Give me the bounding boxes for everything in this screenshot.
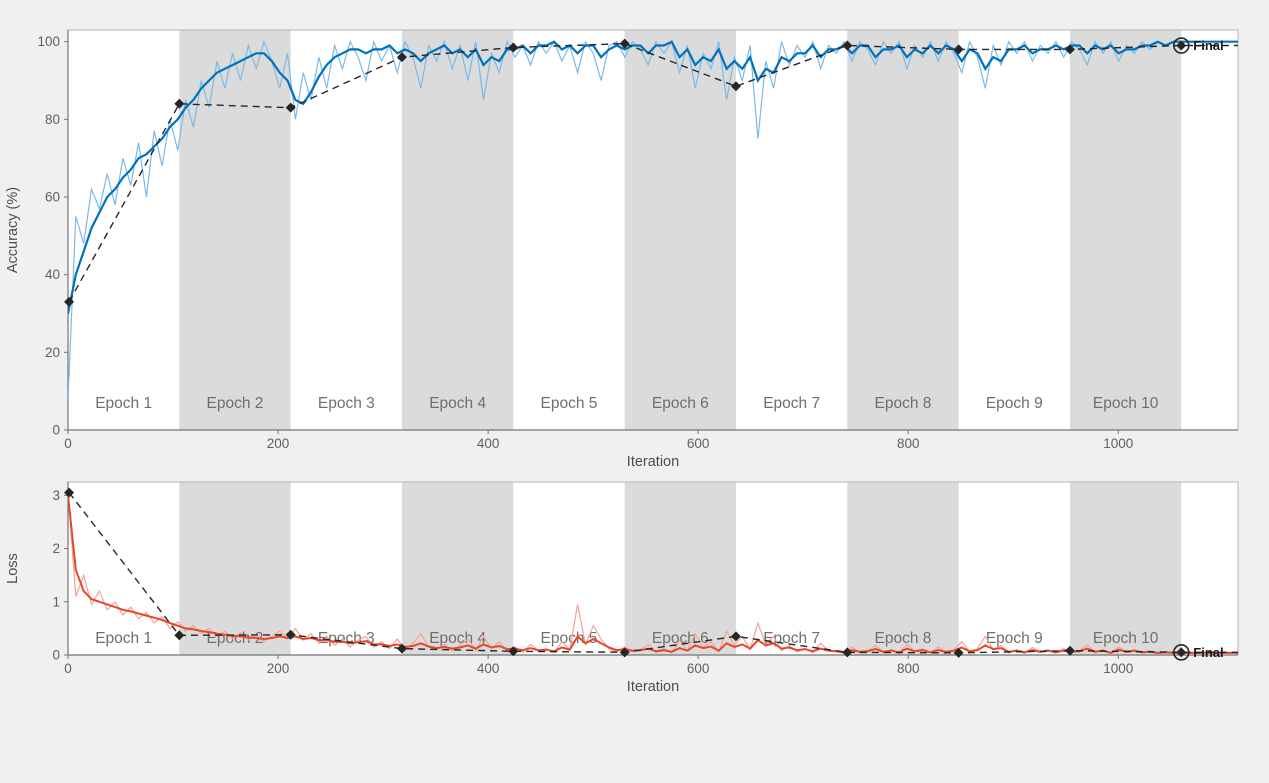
epoch-label: Epoch 5 (541, 630, 598, 647)
epoch-label: Epoch 6 (652, 395, 709, 412)
training-loss-smoothed-line (68, 495, 1238, 654)
epoch-band (624, 482, 736, 655)
x-tick-label: 0 (64, 436, 72, 451)
y-tick-label: 100 (37, 34, 60, 49)
validation-marker (953, 44, 964, 55)
validation-marker (842, 647, 853, 658)
validation-marker (953, 647, 964, 658)
validation-marker (64, 487, 75, 498)
epoch-label: Epoch 7 (763, 395, 820, 412)
y-tick-label: 3 (52, 488, 60, 503)
training-accuracy-smoothed-line (68, 40, 1238, 314)
validation-marker (508, 42, 519, 53)
validation-marker (1176, 647, 1187, 658)
x-tick-label: 600 (687, 436, 710, 451)
epoch-band (179, 482, 291, 655)
x-axis-label: Iteration (627, 679, 679, 695)
y-tick-label: 60 (45, 189, 60, 204)
validation-marker (285, 629, 296, 640)
validation-marker (842, 40, 853, 51)
validation-marker (64, 296, 75, 307)
y-tick-label: 1 (52, 594, 60, 609)
x-tick-label: 200 (267, 661, 290, 676)
validation-marker (1064, 645, 1075, 656)
epoch-band (1069, 482, 1182, 655)
epoch-label: Epoch 3 (318, 630, 375, 647)
validation-marker (174, 98, 185, 109)
final-label: Final (1193, 645, 1223, 660)
y-tick-label: 0 (52, 648, 60, 663)
validation-marker (619, 647, 630, 658)
y-tick-label: 80 (45, 112, 60, 127)
x-tick-label: 600 (687, 661, 710, 676)
validation-loss-line (68, 492, 1238, 654)
validation-marker (285, 102, 296, 113)
y-tick-label: 2 (52, 541, 60, 556)
x-tick-label: 1000 (1103, 436, 1133, 451)
validation-marker (619, 38, 630, 49)
epoch-band (847, 482, 959, 655)
validation-marker (730, 631, 741, 642)
epoch-label: Epoch 8 (875, 630, 932, 647)
epoch-label: Epoch 10 (1093, 630, 1159, 647)
epoch-label: Epoch 8 (875, 395, 932, 412)
epoch-band (401, 30, 514, 430)
epoch-band (624, 30, 736, 430)
epoch-band (179, 30, 291, 430)
final-marker (1172, 644, 1190, 661)
epoch-band (401, 482, 514, 655)
epoch-label: Epoch 4 (429, 395, 486, 412)
validation-marker (1176, 40, 1187, 51)
epoch-label: Epoch 3 (318, 395, 375, 412)
validation-marker (396, 52, 407, 63)
epoch-label: Epoch 10 (1093, 395, 1159, 412)
epoch-band (1069, 30, 1182, 430)
accuracy-chart: Epoch 1 Epoch 2 Epoch 3 Epoch 4 Epoch 5 Epoch… (5, 29, 1239, 470)
validation-marker (174, 630, 185, 641)
epoch-label: Epoch 9 (986, 630, 1043, 647)
y-tick-label: 20 (45, 345, 60, 360)
validation-marker (508, 646, 519, 657)
x-tick-label: 200 (267, 436, 290, 451)
epoch-label: Epoch 6 (652, 630, 709, 647)
y-tick-label: 0 (52, 423, 60, 438)
epoch-label: Epoch 1 (95, 630, 152, 647)
epoch-label: Epoch 1 (95, 395, 152, 412)
epoch-label: Epoch 5 (541, 395, 598, 412)
final-label: Final (1193, 38, 1223, 53)
x-axis-label: Iteration (627, 454, 679, 470)
epoch-label: Epoch 2 (207, 395, 264, 412)
y-axis-label: Accuracy (%) (5, 187, 21, 273)
epoch-label: Epoch 9 (986, 395, 1043, 412)
final-marker (1172, 37, 1190, 54)
x-tick-label: 800 (897, 436, 920, 451)
epoch-label: Epoch 4 (429, 630, 486, 647)
validation-marker (1064, 44, 1075, 55)
x-tick-label: 800 (897, 661, 920, 676)
epoch-band (847, 30, 959, 430)
x-tick-label: 1000 (1103, 661, 1133, 676)
y-axis-label: Loss (5, 553, 21, 584)
x-tick-label: 400 (477, 661, 500, 676)
validation-marker (396, 643, 407, 654)
x-tick-label: 0 (64, 661, 72, 676)
loss-chart: Epoch 1 Epoch 2 Epoch 3 Epoch 4 Epoch 5 Epoch… (5, 481, 1239, 695)
y-tick-label: 40 (45, 267, 60, 282)
x-tick-label: 400 (477, 436, 500, 451)
validation-marker (730, 81, 741, 92)
